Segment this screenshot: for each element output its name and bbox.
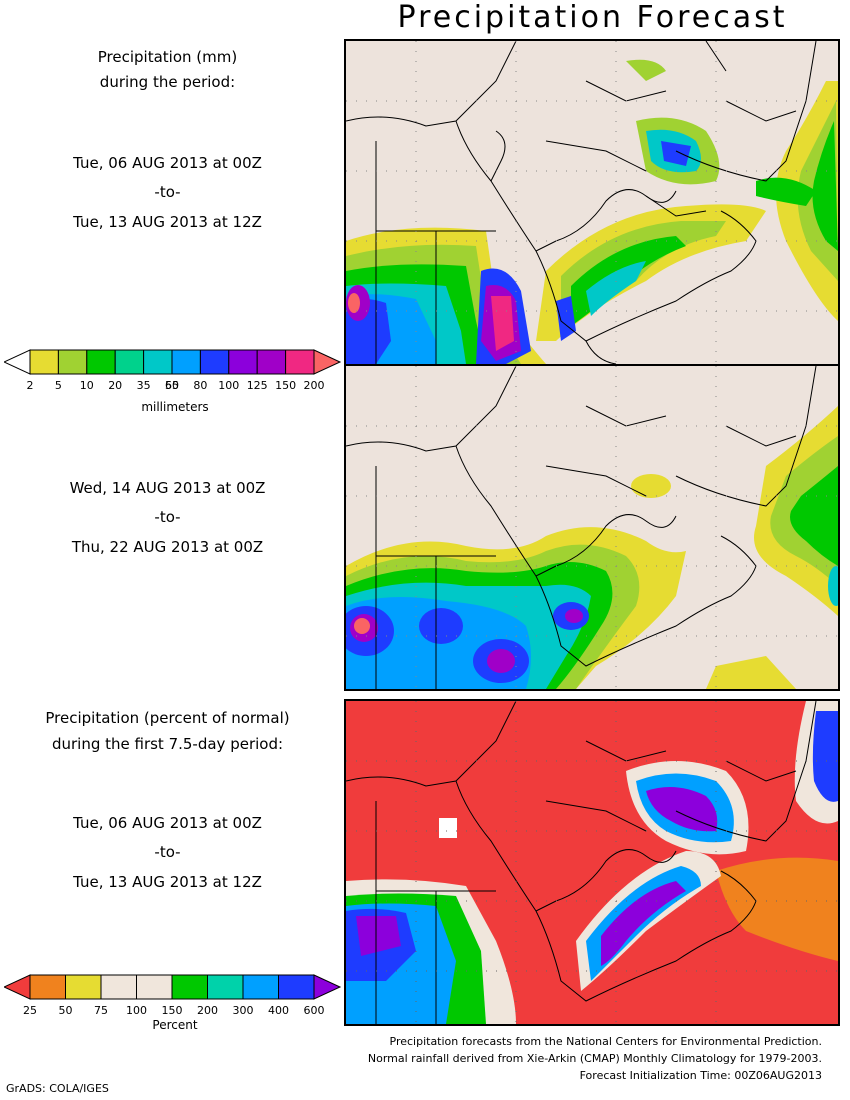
colorbar-swatch: [29, 974, 66, 1000]
colorbar-swatch: [207, 974, 244, 1000]
panel1-start-date: Tue, 06 AUG 2013 at 00Z: [73, 154, 262, 172]
panel1-end-date: Tue, 13 AUG 2013 at 12Z: [73, 213, 262, 231]
colorbar-swatch: [256, 349, 287, 375]
colorbar-right-arrow: [313, 974, 342, 1000]
colorbar-tick-label: 35: [136, 379, 151, 392]
colorbar-tick-label: 100: [218, 379, 240, 392]
colorbar-tick-label: 600: [303, 1004, 325, 1017]
colorbar-tick-label: 75: [94, 1004, 108, 1017]
map-panel-week1-precip: [344, 39, 840, 366]
colorbar-percent: [4, 974, 342, 1000]
map-panel-week2-precip: [344, 364, 840, 691]
panel3-heading-line1: Precipitation (percent of normal): [45, 709, 290, 727]
colorbar-tick-label: 300: [232, 1004, 254, 1017]
panel2-start-date: Wed, 14 AUG 2013 at 00Z: [69, 479, 266, 497]
colorbar-swatch: [143, 349, 173, 375]
panel3-start-date: Tue, 06 AUG 2013 at 00Z: [73, 814, 262, 832]
colorbar-mm: [4, 349, 342, 375]
colorbar-right-arrow: [313, 349, 342, 375]
colorbar-swatch: [29, 349, 59, 375]
colorbar-swatch: [278, 974, 315, 1000]
colorbar-swatch: [100, 974, 137, 1000]
panel3-end-date: Tue, 13 AUG 2013 at 12Z: [73, 873, 262, 891]
panel2-to: -to-: [154, 508, 181, 526]
colorbar-tick-label: 50: [165, 379, 179, 392]
footer-line1: Precipitation forecasts from the Nationa…: [389, 1035, 823, 1048]
colorbar-swatch: [171, 974, 208, 1000]
map-panel-percent-of-normal: [344, 699, 840, 1026]
grads-credit: GrADS: COLA/IGES: [6, 1082, 109, 1095]
panel1-to: -to-: [154, 183, 181, 201]
colorbar-swatch: [86, 349, 116, 375]
colorbar-swatch: [136, 974, 173, 1000]
colorbar-tick-label: 80: [193, 379, 208, 392]
colorbar-tick-label: 10: [79, 379, 94, 392]
colorbar-tick-label: 200: [303, 379, 325, 392]
colorbar-tick-label: 5: [54, 379, 62, 392]
colorbar-swatch: [228, 349, 258, 375]
colorbar-left-arrow: [4, 349, 31, 375]
colorbar-swatch: [285, 349, 315, 375]
colorbar-tick-label: 150: [161, 1004, 183, 1017]
panel3-heading-line2: during the first 7.5-day period:: [51, 735, 284, 753]
footer-line3: Forecast Initialization Time: 00Z06AUG20…: [579, 1069, 822, 1082]
colorbar-tick-label: 125: [246, 379, 268, 392]
colorbar-swatch: [199, 349, 230, 375]
colorbar-swatch: [57, 349, 88, 375]
panel1-heading-line1: Precipitation (mm): [97, 48, 238, 66]
panel1-heading-line2: during the period:: [99, 73, 236, 91]
colorbar-percent-unit: Percent: [152, 1018, 198, 1032]
colorbar-tick-label: 400: [268, 1004, 289, 1017]
colorbar-tick-label: 25: [23, 1004, 37, 1017]
colorbar-tick-label: 100: [126, 1004, 147, 1017]
colorbar-tick-label: 50: [58, 1004, 73, 1017]
colorbar-tick-label: 2: [26, 379, 34, 392]
colorbar-tick-label: 150: [275, 379, 297, 392]
colorbar-left-arrow: [4, 974, 31, 1000]
colorbar-tick-label: 200: [197, 1004, 218, 1017]
colorbar-tick-label: 20: [108, 379, 123, 392]
colorbar-swatch: [65, 974, 102, 1000]
colorbar-swatch: [171, 349, 201, 375]
footer-line2: Normal rainfall derived from Xie-Arkin (…: [367, 1052, 822, 1065]
colorbar-swatch: [242, 974, 279, 1000]
colorbar-mm-unit: millimeters: [141, 400, 209, 414]
page-title: Precipitation Forecast: [397, 0, 788, 35]
panel3-to: -to-: [154, 843, 181, 861]
colorbar-tick-label: 65: [165, 379, 179, 392]
panel2-end-date: Thu, 22 AUG 2013 at 00Z: [71, 538, 264, 556]
colorbar-swatch: [114, 349, 145, 375]
